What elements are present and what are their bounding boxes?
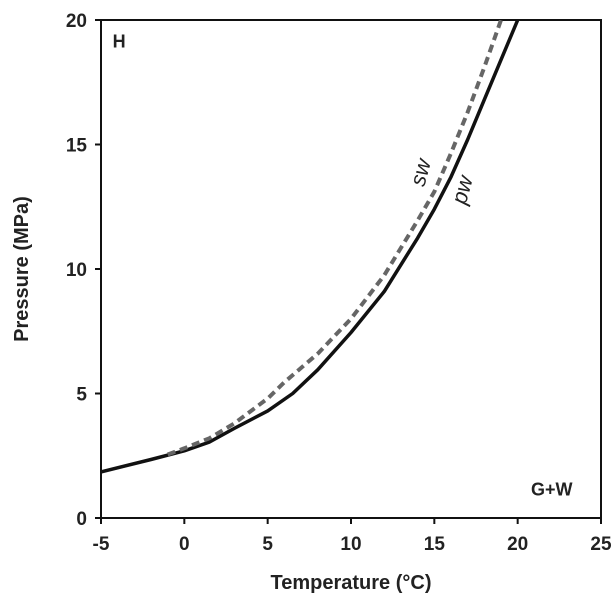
y-tick-label: 5 [76,385,87,406]
x-tick-label: 5 [262,534,273,555]
series-line-sw [167,20,503,457]
y-tick-label: 0 [76,509,87,530]
x-tick-label: 10 [340,534,361,555]
y-tick-label: 10 [66,260,87,281]
y-tick-label: 15 [66,136,88,157]
x-tick-label: 20 [507,534,528,555]
axis-ticks: -5 0 5 10 15 20 25 0 5 10 15 20 [66,11,612,555]
x-tick-label: -5 [93,534,110,555]
series-line-pw [101,20,520,474]
x-tick-label: 0 [179,534,190,555]
y-axis-title: Pressure (MPa) [11,196,33,342]
x-axis-title: Temperature (°C) [271,572,432,594]
curves-group [101,20,520,474]
x-tick-label: 15 [424,534,446,555]
y-tick-label: 20 [66,11,87,32]
plot-frame [100,19,602,519]
annotation-h: H [113,31,126,51]
annotation-g-w: G+W [531,480,573,500]
x-tick-label: 25 [590,534,612,555]
annotation-sw: sw [405,154,437,188]
